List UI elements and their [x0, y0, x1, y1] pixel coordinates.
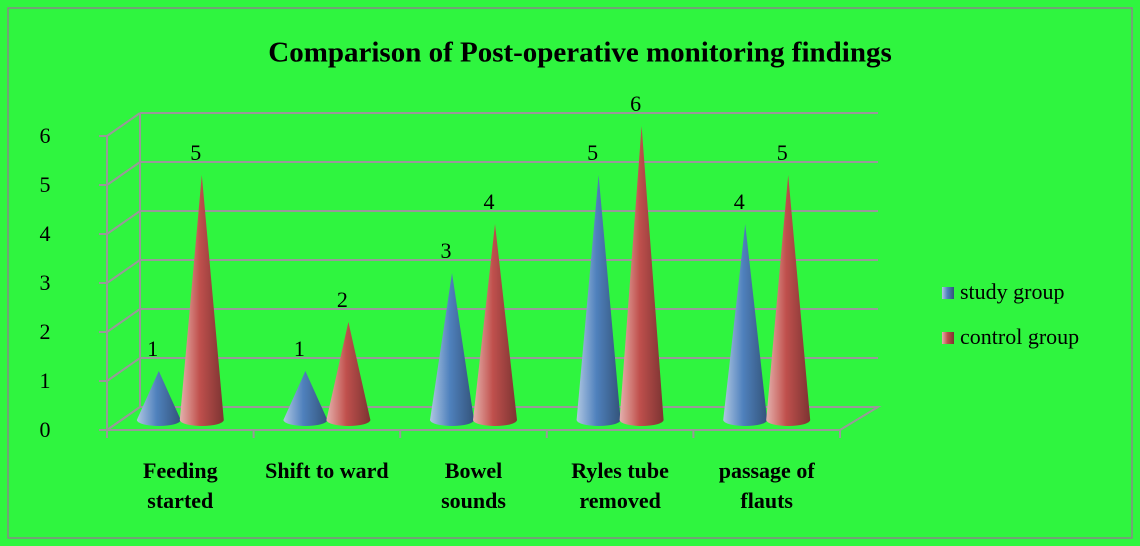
cone — [473, 224, 517, 426]
data-label: 5 — [587, 140, 598, 165]
data-label: 5 — [777, 140, 788, 165]
cone — [430, 273, 474, 426]
y-tick-label: 4 — [40, 221, 51, 246]
y-tick-label: 3 — [40, 270, 51, 295]
grid-line-side — [106, 210, 141, 235]
legend-label: study group — [960, 279, 1065, 304]
data-label: 4 — [484, 189, 495, 214]
cone — [766, 175, 811, 426]
y-tick-label: 0 — [40, 417, 51, 442]
y-tick-label: 2 — [40, 319, 51, 344]
x-tick-label: Feeding started — [143, 458, 218, 513]
x-tick-label: Shift to ward — [265, 458, 389, 483]
y-tick-label: 5 — [40, 172, 51, 197]
data-label: 6 — [630, 91, 641, 116]
cone — [179, 175, 224, 426]
cone — [576, 175, 621, 426]
grid-line-side — [106, 406, 141, 431]
grid-line-side — [106, 112, 141, 137]
data-label: 2 — [337, 287, 348, 312]
data-label: 4 — [734, 189, 745, 214]
grid-line-side — [106, 259, 141, 284]
data-label: 3 — [441, 238, 452, 263]
x-tick-label: Ryles tube removed — [571, 458, 669, 513]
grid-line-side — [106, 308, 141, 333]
y-tick-label: 6 — [40, 123, 51, 148]
cone — [283, 371, 328, 426]
legend-swatch — [942, 287, 954, 299]
cone — [136, 371, 181, 426]
chart-title: Comparison of Post-operative monitoring … — [268, 37, 892, 69]
legend-label: control group — [960, 324, 1079, 349]
legend-swatch — [942, 332, 954, 344]
chart-border — [7, 7, 1133, 539]
cone — [619, 126, 664, 426]
data-label: 5 — [190, 140, 201, 165]
cone — [326, 322, 371, 426]
x-tick-label: passage of flauts — [718, 458, 815, 513]
data-label: 1 — [147, 336, 158, 361]
grid-line-side — [106, 161, 141, 186]
grid-line-side — [106, 357, 141, 382]
x-tick-label: Bowel sounds — [441, 458, 506, 513]
cone — [723, 224, 768, 426]
data-label: 1 — [294, 336, 305, 361]
y-tick-label: 1 — [40, 368, 51, 393]
